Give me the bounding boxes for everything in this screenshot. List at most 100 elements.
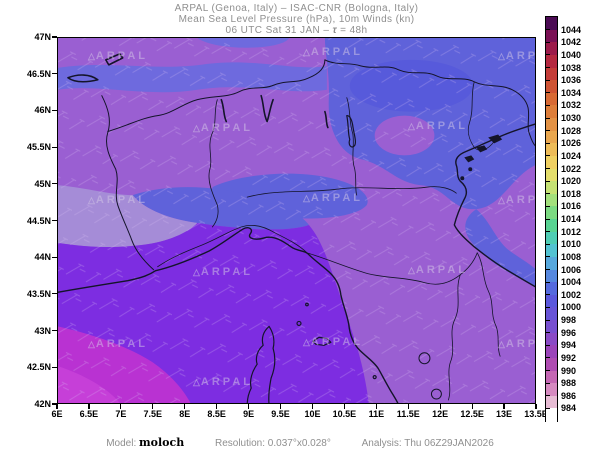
model-label: Model: <box>106 438 137 449</box>
lake-neuchatel <box>105 53 124 66</box>
colorbar-segment <box>546 244 557 258</box>
colorbar-label: 996 <box>561 327 577 338</box>
colorbar-label: 1008 <box>561 251 582 262</box>
colorbar-tick <box>546 332 550 334</box>
colorbar-tick <box>546 395 550 397</box>
lat-tick <box>52 146 57 148</box>
colorbar-label: 1044 <box>561 24 582 35</box>
lat-tick-label: 46N <box>34 105 51 116</box>
lon-tick-label: 9.5E <box>271 409 290 419</box>
lat-tick-label: 43N <box>34 325 51 336</box>
lon-tick <box>407 404 409 409</box>
colorbar-segment <box>546 193 557 207</box>
colorbar-segment <box>546 155 557 169</box>
colorbar-label: 998 <box>561 315 577 325</box>
lon-tick-label: 8.5E <box>207 409 226 419</box>
lon-tick <box>279 404 282 409</box>
colorbar-tick <box>546 104 550 106</box>
colorbar-tick <box>546 67 550 68</box>
colorbar-segment <box>546 219 557 233</box>
colorbar-segment <box>546 320 557 334</box>
map-svg <box>58 38 535 403</box>
model-value: moloch <box>139 436 185 449</box>
colorbar-tick <box>546 218 550 220</box>
colorbar-tick <box>546 193 550 195</box>
colorbar-label: 1024 <box>561 150 582 161</box>
lat-tick-label: 47N <box>34 32 51 42</box>
lat-tick <box>52 403 57 405</box>
colorbar-segment <box>546 231 557 245</box>
lat-tick <box>52 256 57 258</box>
colorbar-tick <box>546 281 550 283</box>
colorbar-segment <box>546 408 557 422</box>
colorbar-tick <box>546 168 550 169</box>
lon-tick-label: 11E <box>368 409 385 419</box>
colorbar-tick <box>546 231 550 233</box>
colorbar-segment <box>546 105 557 119</box>
lat-tick <box>52 73 57 75</box>
analysis-value: Thu 06Z29JAN2026 <box>404 438 494 449</box>
lat-tick-label: 42N <box>34 399 51 409</box>
lat-tick-label: 45N <box>34 178 51 189</box>
giglio-island <box>372 375 377 380</box>
lon-tick-label: 9E <box>243 409 255 419</box>
lake-iseo <box>324 110 329 129</box>
colorbar-label: 1026 <box>561 138 582 149</box>
colorbar-label: 1036 <box>561 75 582 86</box>
lon-tick-label: 13E <box>496 409 513 419</box>
lon-tick <box>152 404 154 409</box>
lon-tick-label: 6E <box>51 409 63 419</box>
lat-tick <box>52 36 57 38</box>
title-line-3: 06 UTC Sat 31 JAN – τ = 48h <box>225 25 368 36</box>
colorbar-tick <box>546 130 550 132</box>
lat-tick-label: 45.5N <box>26 142 51 153</box>
coastline-west <box>58 227 399 403</box>
lon-tick <box>439 404 441 409</box>
gorgona-island <box>305 302 309 307</box>
lat-tick-label: 46.5N <box>26 68 51 79</box>
lon-tick <box>471 404 473 409</box>
footer: Model: moloch Resolution: 0.037°x0.028° … <box>0 436 600 449</box>
colorbar-segment <box>546 130 557 144</box>
colorbar-segment <box>546 370 557 384</box>
lake-geneva <box>67 74 99 83</box>
lon-tick <box>120 404 122 409</box>
lat-tick <box>52 109 57 111</box>
colorbar-frame <box>545 16 558 422</box>
colorbar-label: 992 <box>561 352 577 363</box>
colorbar-label: 986 <box>561 390 577 401</box>
colorbar-segment <box>546 332 557 346</box>
colorbar-segment <box>546 206 557 220</box>
colorbar-tick <box>546 269 550 270</box>
colorbar-label: 984 <box>561 403 577 414</box>
colorbar-label: 1030 <box>561 113 582 123</box>
colorbar-segment <box>546 54 557 68</box>
elba-outline <box>312 336 332 346</box>
colorbar-segment <box>546 118 557 132</box>
colorbar-segment <box>546 168 557 182</box>
colorbar-tick <box>546 205 550 207</box>
colorbar-tick <box>546 79 550 81</box>
lon-tick-label: 12.5E <box>460 409 484 419</box>
analysis-label: Analysis: <box>361 438 402 449</box>
colorbar-label: 1016 <box>561 201 582 212</box>
wind-barbs-texture <box>58 38 535 403</box>
title-line-1: ARPAL (Genoa, Italy) – ISAC-CNR (Bologna… <box>174 3 419 14</box>
lake-garda <box>346 114 357 148</box>
lake-bolsena <box>430 388 442 400</box>
colorbar-label: 988 <box>561 378 577 389</box>
colorbar-tick <box>546 180 550 182</box>
colorbar-segment <box>546 357 557 371</box>
lat-tick-label: 44.5N <box>26 215 51 226</box>
lakes <box>67 53 442 400</box>
lon-tick-label: 11.5E <box>396 409 420 419</box>
lon-tick-label: 8E <box>179 409 191 419</box>
lat-tick <box>52 183 57 185</box>
colorbar-segment <box>546 395 557 409</box>
colorbar-segment <box>546 307 557 321</box>
colorbar-segment <box>546 143 557 157</box>
corsica-outline <box>246 325 276 403</box>
colorbar-label: 1020 <box>561 176 582 187</box>
lon-tick <box>56 404 58 409</box>
